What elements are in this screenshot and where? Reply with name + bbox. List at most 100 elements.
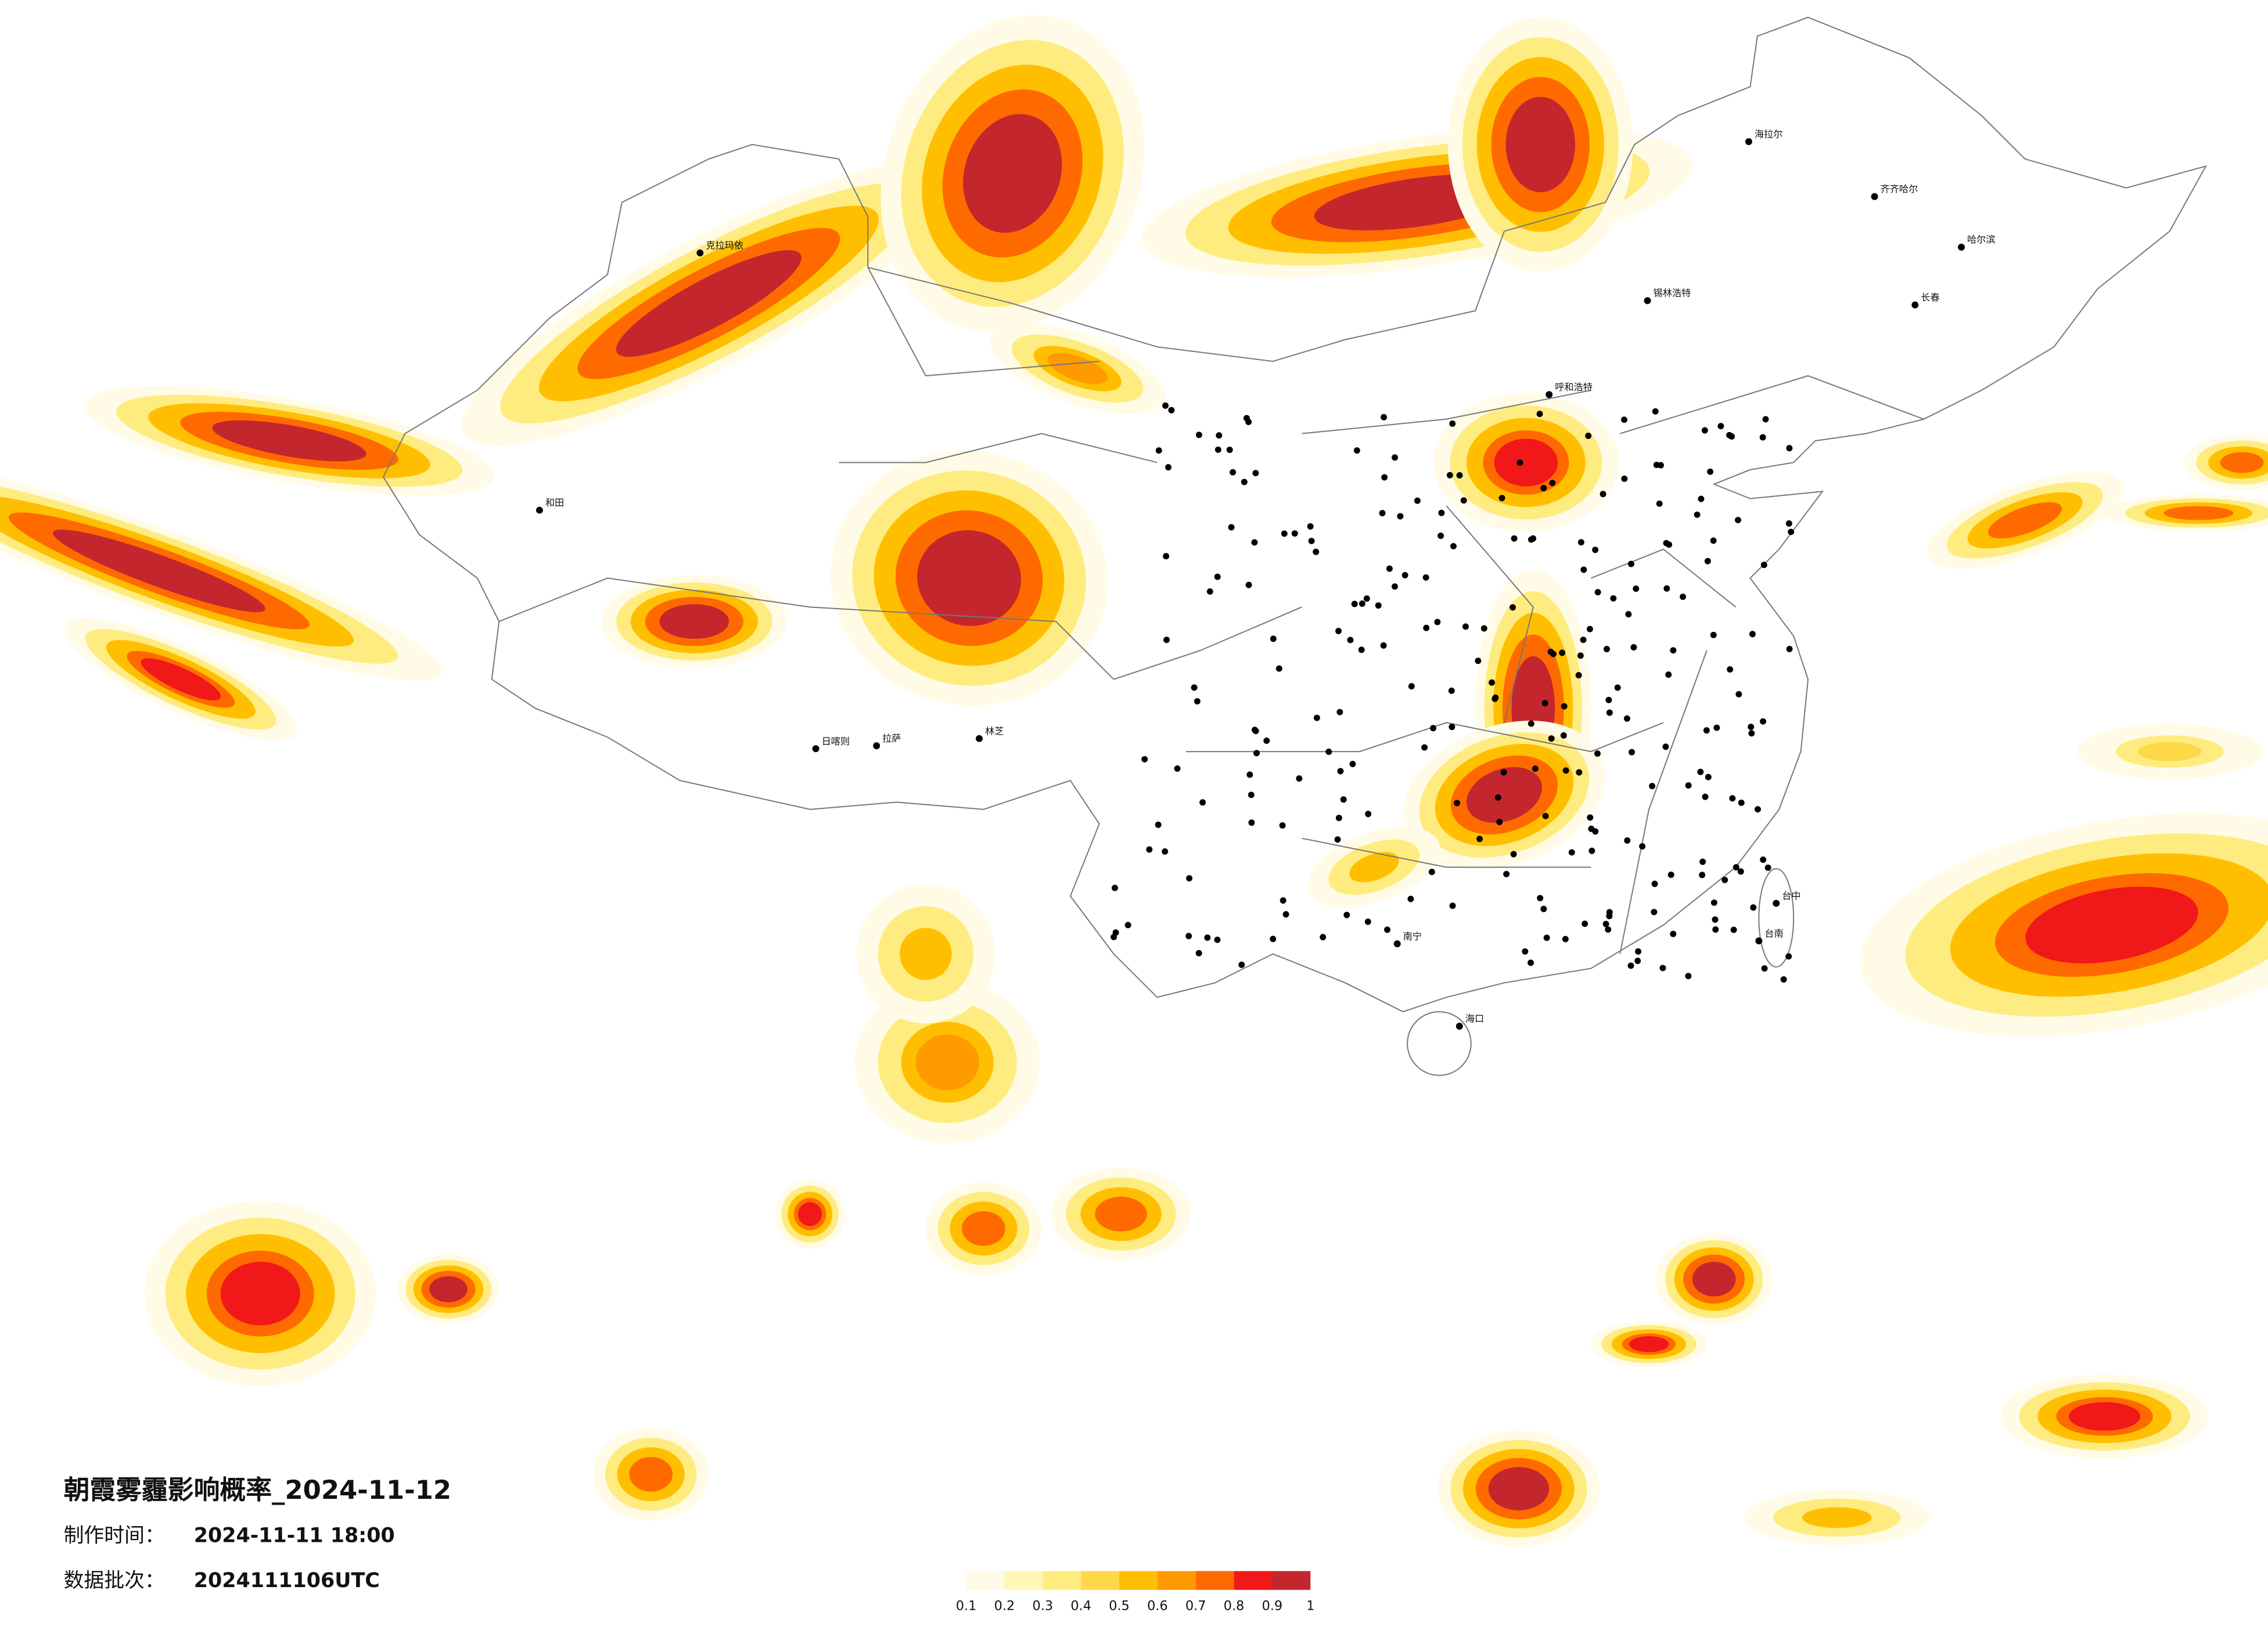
city-dot	[1958, 243, 1965, 251]
city-dot	[1282, 911, 1289, 918]
city-dot	[1594, 589, 1601, 596]
map-title: 朝霞雾霾影响概率_2024-11-12	[64, 1474, 452, 1505]
city-dot	[1146, 846, 1153, 853]
city-dot	[1246, 771, 1253, 778]
probability-area	[62, 533, 257, 609]
city-dot	[1592, 546, 1599, 553]
city-dot	[1651, 880, 1658, 887]
city-dot	[1401, 571, 1408, 578]
city-dot	[1430, 725, 1437, 732]
city-dot	[1365, 811, 1372, 818]
probability-area	[1991, 503, 2059, 537]
info-value: 2024111106UTC	[194, 1569, 380, 1592]
city-dot	[1537, 895, 1544, 902]
city-dot	[1606, 912, 1613, 919]
city-dot	[1667, 871, 1674, 878]
city-dot	[1275, 665, 1282, 672]
city-label: 海拉尔	[1755, 128, 1783, 139]
city-dot	[1494, 794, 1501, 801]
info-label: 数据批次：	[64, 1569, 165, 1592]
city-dot	[1540, 905, 1547, 912]
city-dot	[1498, 495, 1505, 502]
city-dot	[1214, 936, 1221, 943]
city-dot	[1536, 411, 1543, 418]
probability-area	[2137, 742, 2202, 761]
city-dot	[1577, 652, 1584, 659]
city-dot	[1586, 625, 1593, 632]
city-dot	[1454, 800, 1461, 807]
city-dot	[1704, 557, 1711, 564]
city-dot	[1755, 806, 1761, 813]
legend-tick-label: 0.6	[1147, 1599, 1168, 1614]
city-dot	[1712, 916, 1719, 923]
city-dot	[1449, 420, 1456, 427]
city-dot	[1710, 631, 1717, 638]
city-dot	[1381, 474, 1388, 481]
city-dot	[976, 735, 983, 742]
city-dot	[1381, 413, 1388, 420]
legend-swatch	[1081, 1571, 1120, 1590]
city-dot	[1623, 715, 1630, 722]
city-dot	[1610, 595, 1617, 602]
city-dot	[1358, 646, 1365, 653]
city-dot	[1562, 936, 1569, 942]
city-dot	[1760, 562, 1767, 569]
city-dot	[1455, 1023, 1463, 1030]
city-dot	[1562, 767, 1569, 774]
city-dot	[1380, 642, 1387, 649]
city-dot	[1750, 904, 1757, 911]
city-dot	[1492, 694, 1499, 701]
city-dot	[1163, 553, 1170, 560]
city-dot	[1670, 930, 1677, 937]
city-dot	[1162, 402, 1169, 409]
probability-area	[915, 1034, 980, 1091]
legend-tick-label: 1	[1306, 1599, 1314, 1614]
city-dot	[1349, 761, 1356, 768]
city-dot	[1543, 934, 1550, 941]
city-dot	[1291, 530, 1298, 537]
city-dot	[1191, 684, 1198, 691]
city-dot	[1358, 600, 1365, 607]
city-dot	[1448, 688, 1455, 694]
probability-area	[631, 1458, 671, 1491]
city-dot	[1707, 468, 1714, 475]
city-dot	[1545, 391, 1553, 398]
city-dot	[1785, 520, 1792, 527]
city-dot	[1786, 646, 1793, 653]
city-dot	[1251, 539, 1258, 546]
city-dot	[1343, 912, 1350, 919]
city-dot	[1174, 765, 1181, 772]
city-dot	[1559, 649, 1566, 656]
city-dot	[1594, 750, 1601, 757]
city-dot	[1279, 822, 1286, 829]
city-dot	[1588, 847, 1595, 854]
city-dot	[1710, 537, 1717, 544]
city-dot	[1112, 929, 1119, 936]
probability-field	[0, 15, 2268, 1547]
city-dot	[1163, 636, 1170, 643]
legend-swatch	[1272, 1571, 1311, 1590]
hainan	[1407, 1011, 1472, 1076]
city-dot	[1541, 700, 1548, 707]
city-dot	[1738, 799, 1745, 806]
city-dot	[1634, 958, 1641, 965]
city-dot	[1186, 875, 1193, 882]
city-dot	[1230, 469, 1237, 476]
probability-area	[1491, 1469, 1547, 1509]
city-dot	[1308, 538, 1315, 545]
city-dot	[1665, 671, 1672, 678]
city-dot	[1699, 858, 1706, 865]
city-dot	[1480, 625, 1487, 632]
city-dot	[1652, 408, 1659, 415]
city-label: 长春	[1921, 292, 1939, 303]
city-dot	[1549, 480, 1556, 487]
city-dot	[1726, 431, 1733, 438]
city-label: 日喀则	[822, 736, 850, 747]
probability-area	[967, 119, 1058, 228]
city-dot	[1548, 735, 1555, 742]
legend-swatch	[1195, 1571, 1234, 1590]
city-dot	[1540, 485, 1547, 491]
city-dot	[1155, 447, 1162, 454]
city-dot	[1194, 698, 1201, 705]
